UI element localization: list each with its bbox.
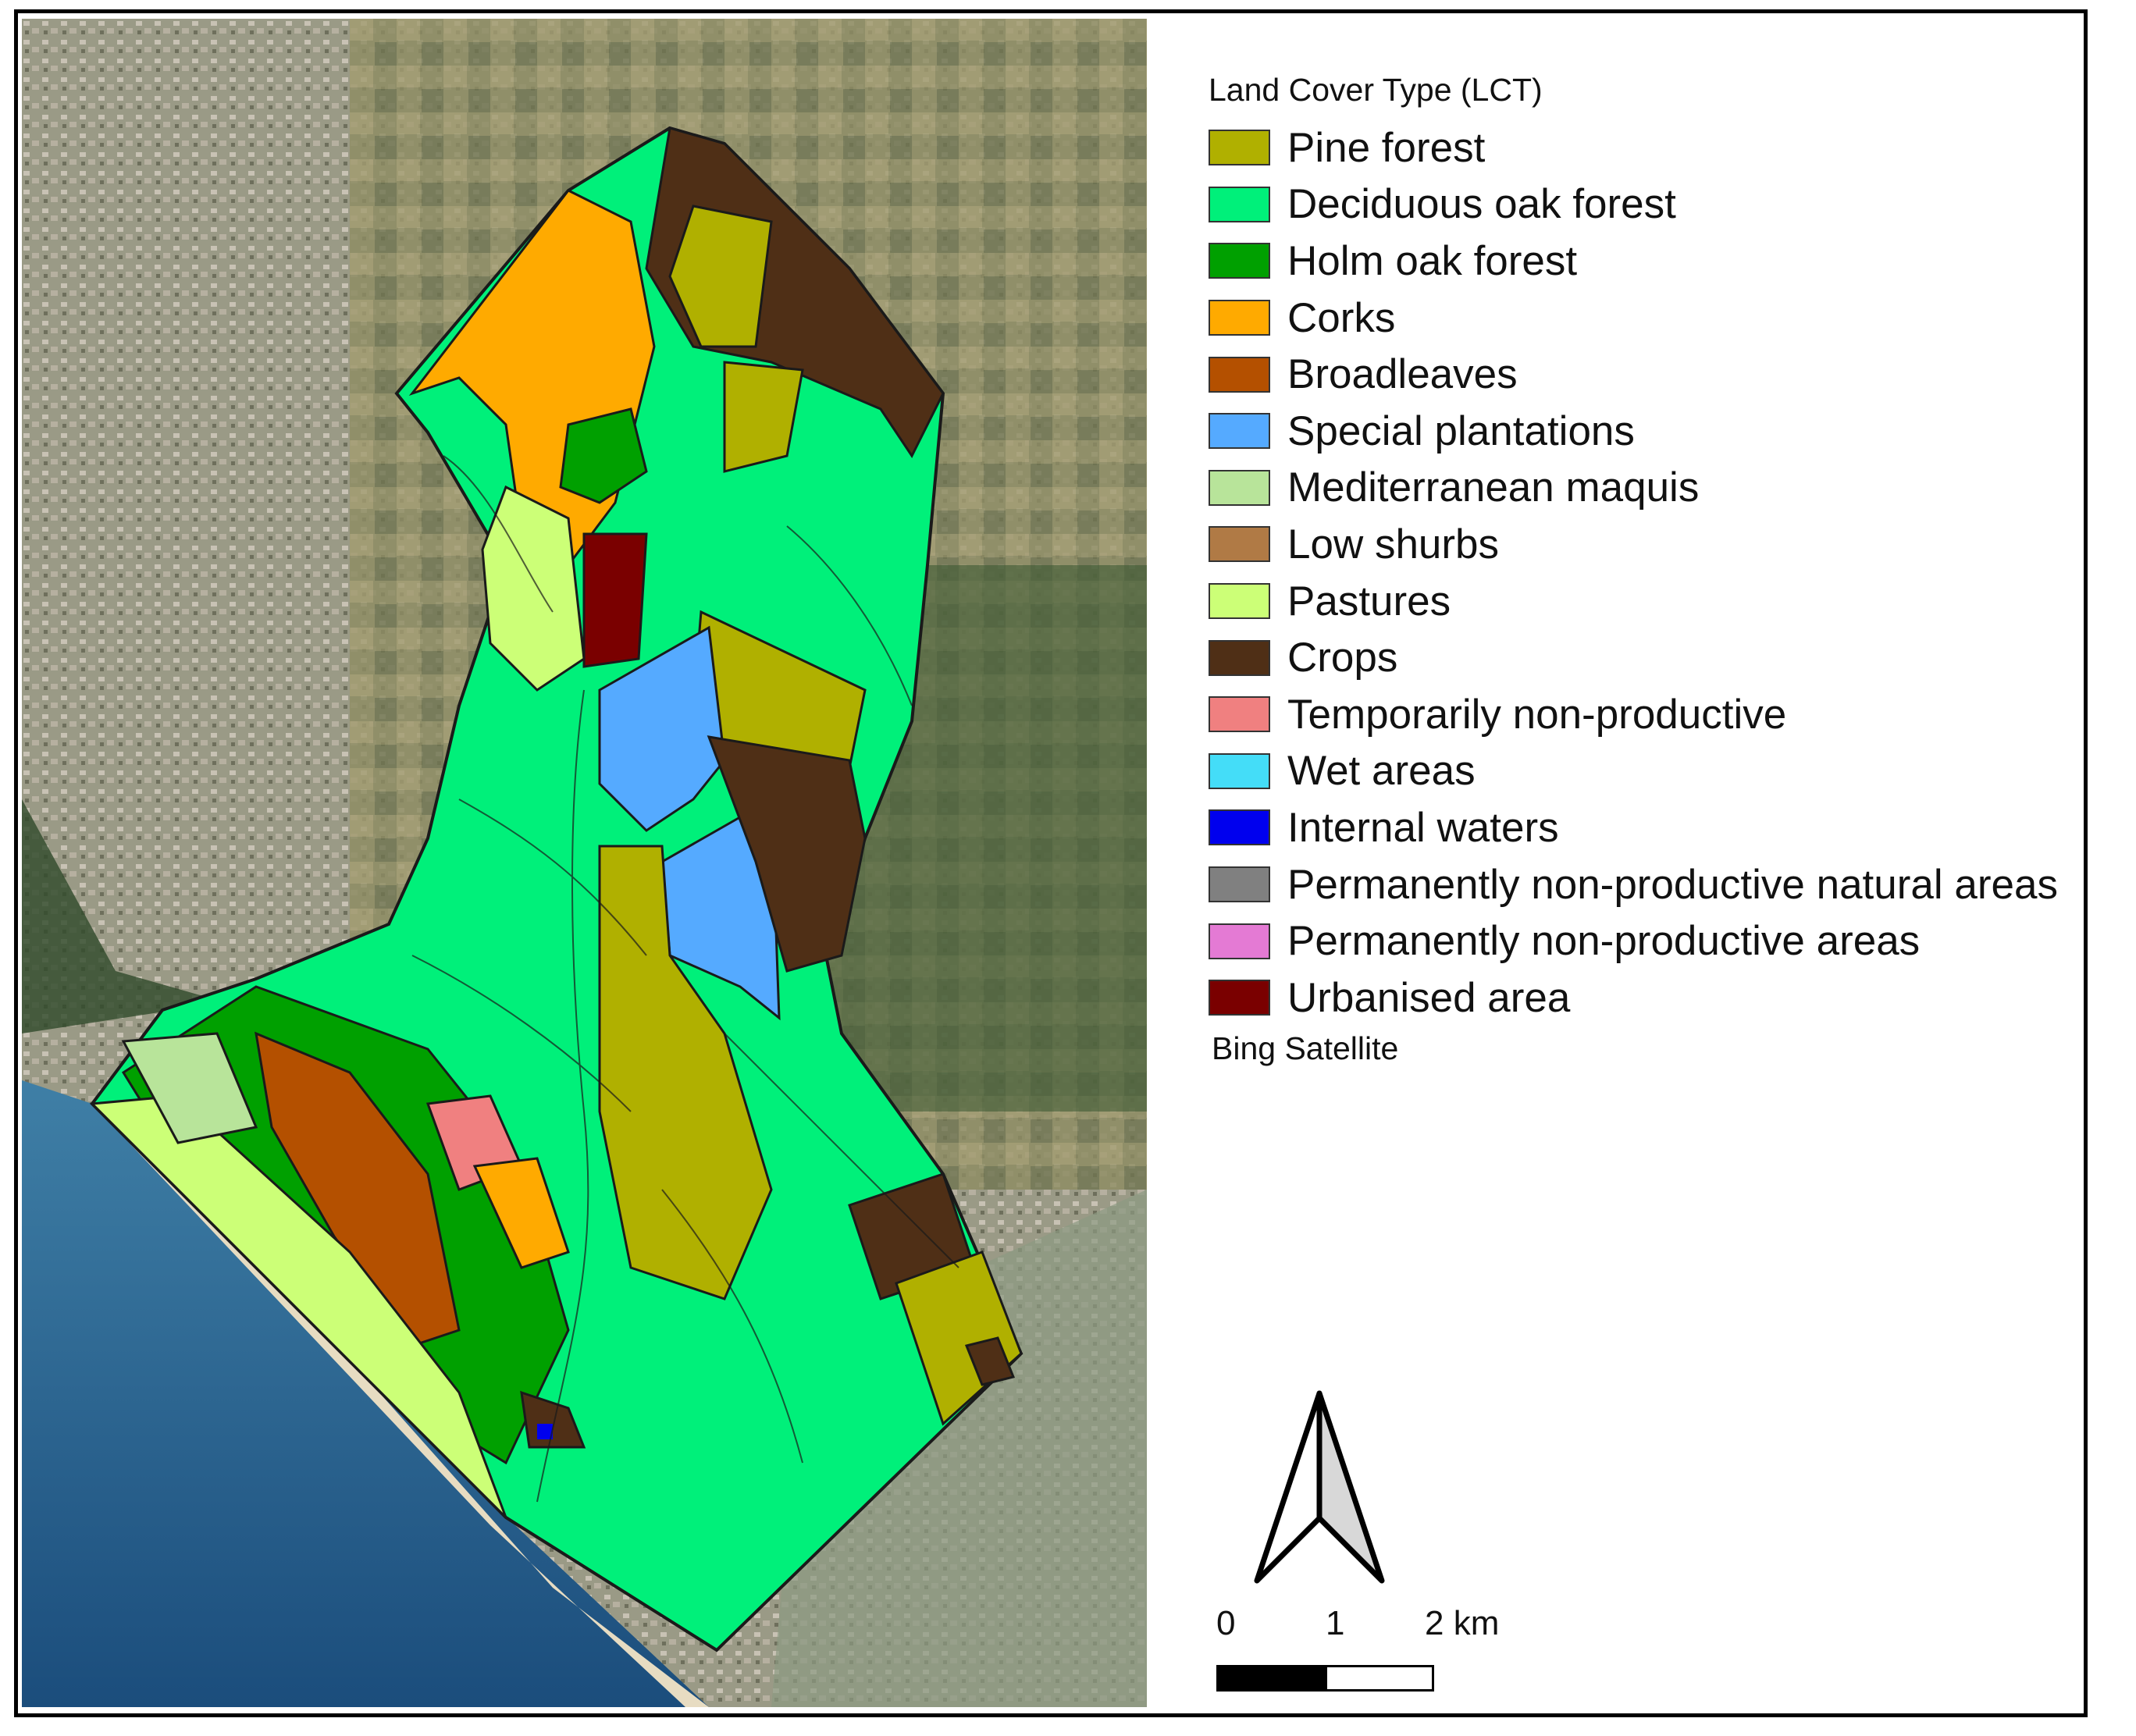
legend-list: Pine forest Deciduous oak forest Holm oak … [1209,119,2058,1026]
scale-label-2: 2 km [1425,1604,1500,1642]
legend-swatch [1209,752,1270,789]
legend-title: Land Cover Type (LCT) [1209,72,1543,108]
legend-item: Corks [1209,290,2058,347]
legend-label: Wet areas [1287,748,1476,795]
legend-swatch [1209,130,1270,166]
legend-swatch [1209,866,1270,903]
scale-bar: 0 1 2 km [1202,1604,1530,1692]
pine-north [668,205,773,348]
legend-item: Pine forest [1209,119,2058,176]
internal-waters [537,1424,553,1439]
pine-north-2 [723,361,804,473]
legend-label: Low shurbs [1287,521,1500,567]
legend-item: Wet areas [1209,743,2058,800]
special-plantations-north [598,625,726,832]
crops-centre [707,735,867,973]
legend-item: Crops [1209,629,2058,686]
legend-swatch [1209,186,1270,222]
pastures-patch [481,485,586,692]
parcel-lines [411,455,959,1503]
legend-label: Mediterranean maquis [1287,464,1700,511]
urbanised-area [582,532,648,668]
legend-label: Permanently non-productive natural areas [1287,861,2058,908]
legend-swatch [1209,300,1270,336]
crops-small [964,1336,1016,1386]
scale-segment-white [1325,1665,1434,1692]
legend-item: Broadleaves [1209,346,2058,403]
legend-item: Temporarily non-productive [1209,686,2058,743]
scale-segment-black [1216,1665,1327,1692]
basemap-label: Bing Satellite [1212,1030,1399,1066]
legend-label: Internal waters [1287,804,1559,851]
coastal-pinewood [22,799,225,1033]
legend-label: Deciduous oak forest [1287,181,1676,228]
legend-swatch [1209,809,1270,846]
legend-swatch [1209,583,1270,620]
legend-label: Corks [1287,294,1396,341]
legend-swatch [1209,696,1270,733]
legend-item: Low shurbs [1209,516,2058,573]
sea [22,1080,709,1707]
legend-item: Pastures [1209,573,2058,630]
crops-north [645,126,945,458]
legend-item: Special plantations [1209,403,2058,460]
legend-item: Permanently non-productive areas [1209,912,2058,969]
holm-oak-north [559,407,648,504]
legend-item: Urbanised area [1209,969,2058,1026]
legend-item: Mediterranean maquis [1209,460,2058,517]
legend-label: Holm oak forest [1287,237,1578,284]
legend-label: Urbanised area [1287,974,1571,1021]
legend-swatch [1209,243,1270,279]
legend-swatch [1209,980,1270,1016]
land-cover-map [22,19,1147,1707]
legend-item: Holm oak forest [1209,233,2058,290]
legend-label: Temporarily non-productive [1287,691,1787,738]
legend-label: Broadleaves [1287,351,1518,398]
scale-label-1: 1 [1326,1604,1345,1642]
legend-label: Pine forest [1287,124,1486,171]
legend-swatch [1209,923,1270,959]
legend-label: Pastures [1287,578,1451,624]
legend-item: Deciduous oak forest [1209,176,2058,233]
broadleaves-south [255,1031,461,1347]
legend-label: Special plantations [1287,407,1635,454]
corks-south [472,1157,570,1269]
legend-swatch [1209,413,1270,450]
legend-swatch [1209,639,1270,676]
north-arrow-icon [1241,1386,1397,1600]
maquis-coast [121,1032,258,1144]
legend-item: Permanently non-productive natural areas [1209,856,2058,913]
map-view[interactable] [22,19,1147,1707]
legend-swatch [1209,526,1270,563]
scale-label-0: 0 [1216,1604,1236,1642]
legend-label: Permanently non-productive areas [1287,918,1921,965]
legend-swatch [1209,356,1270,393]
pine-corridor [598,845,773,1300]
legend-swatch [1209,469,1270,506]
legend-item: Internal waters [1209,799,2058,856]
legend-label: Crops [1287,635,1398,681]
legend: Land Cover Type (LCT) Pine forest Deciduo… [1209,72,2058,1026]
